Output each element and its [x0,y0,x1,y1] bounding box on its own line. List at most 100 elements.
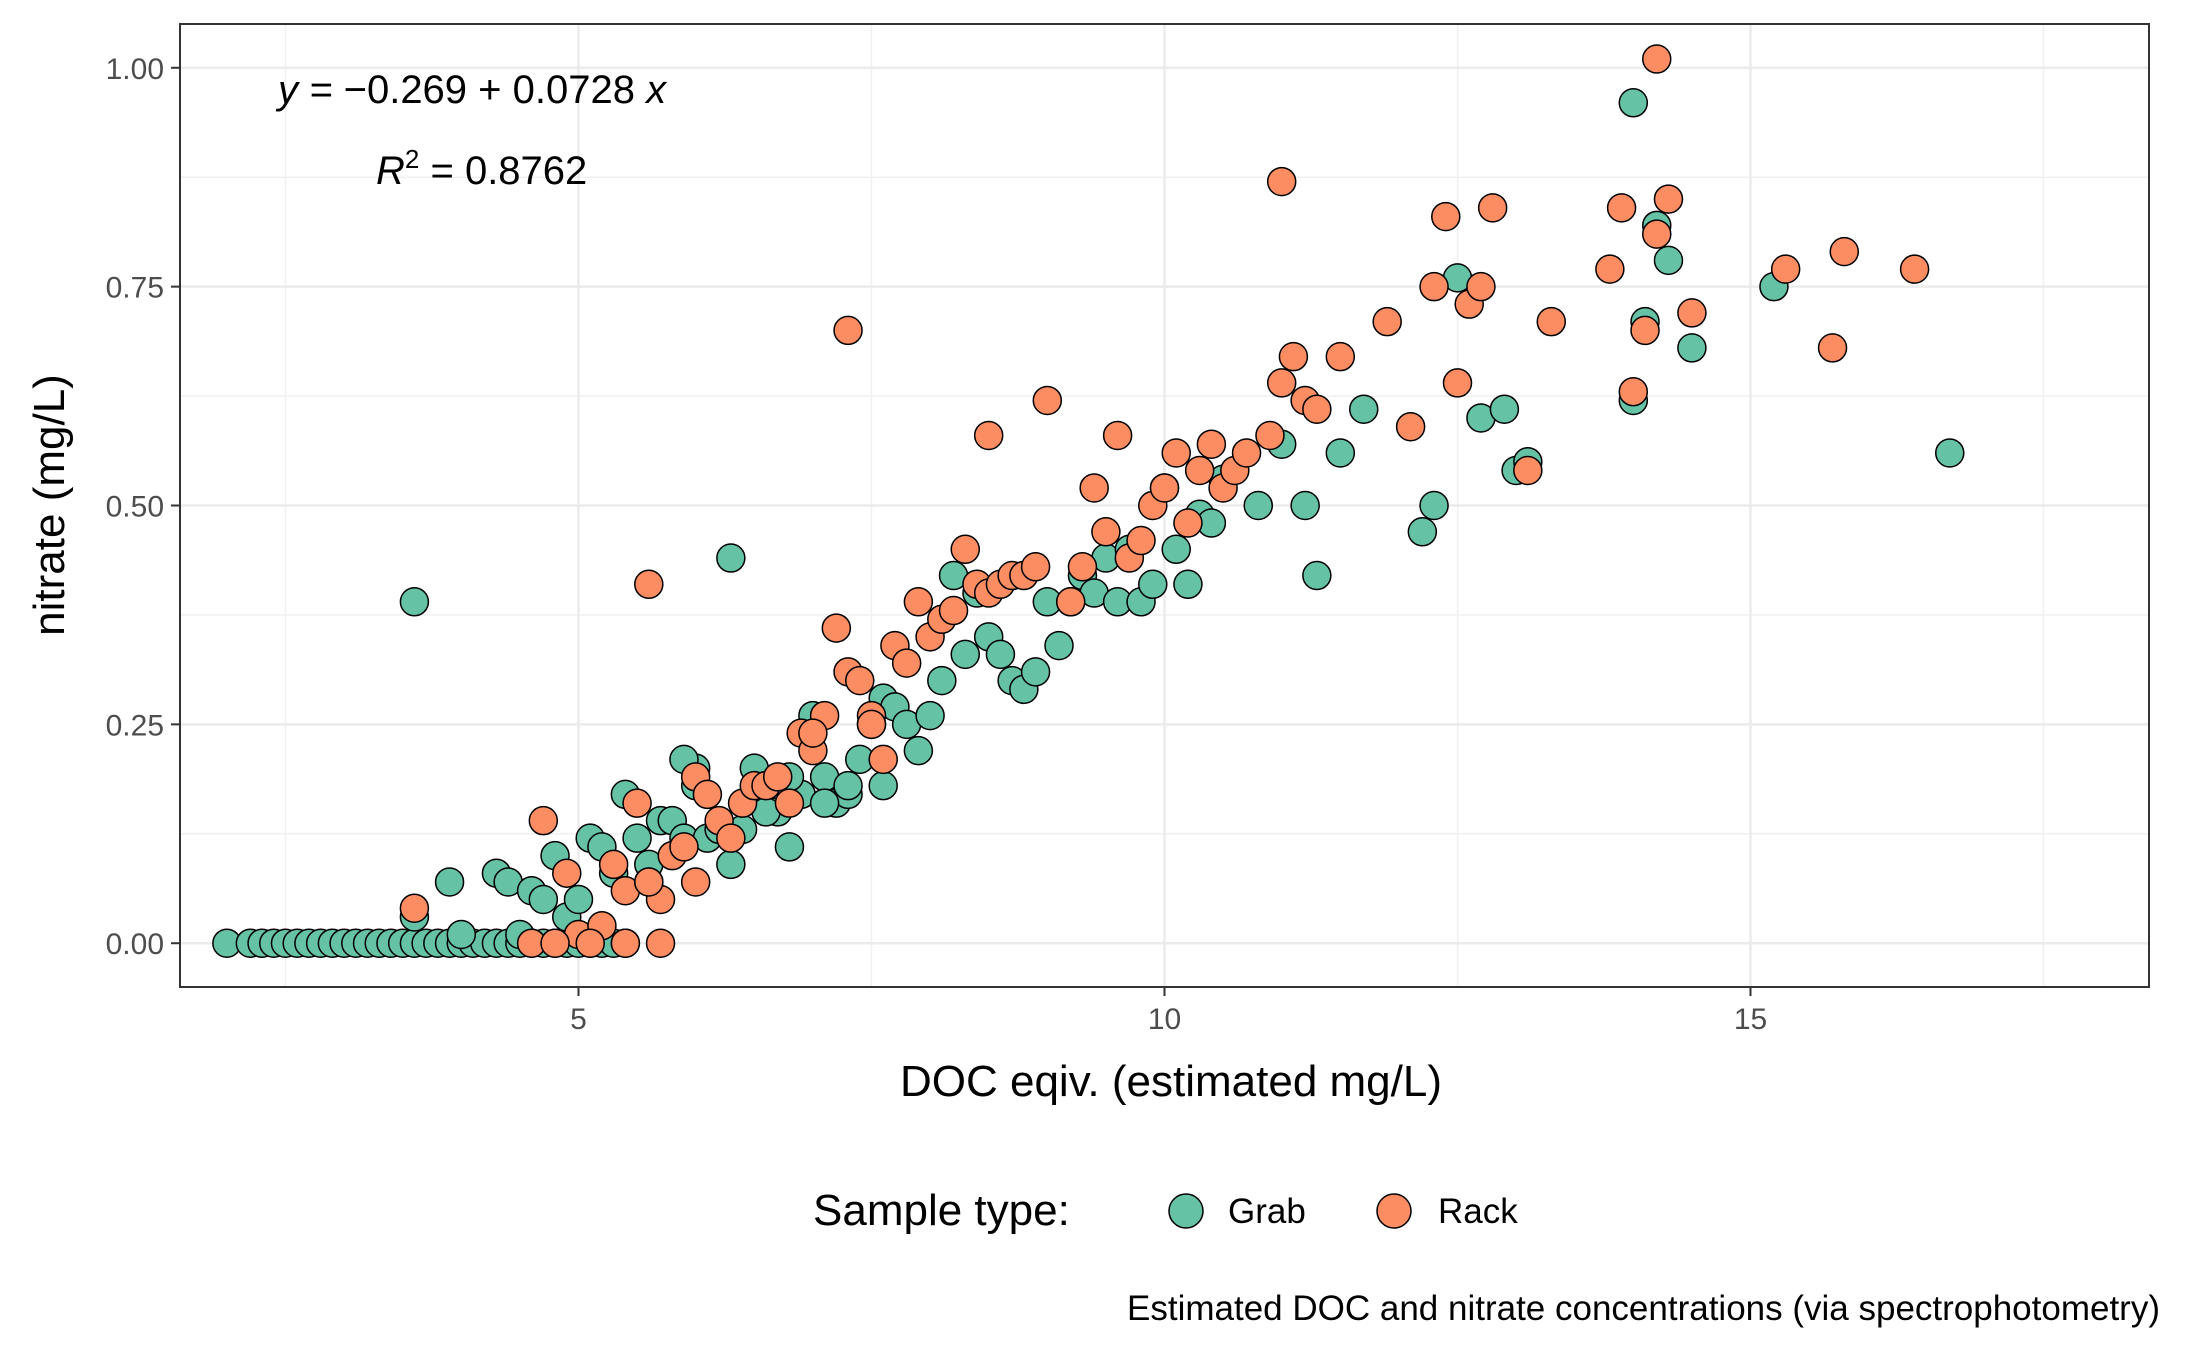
data-point-grab [1653,245,1684,276]
data-point-rack [1020,552,1051,582]
y-tick-label: 0.50 [106,491,164,524]
equation-slope: 0.0728 [513,68,635,112]
data-point-rack [1055,587,1086,617]
data-point-rack [634,867,664,897]
data-point-grab [446,919,477,950]
legend-label-rack: Rack [1438,1192,1518,1231]
data-point-grab [903,735,934,766]
data-point-rack [1442,368,1473,398]
data-point-rack [622,788,652,818]
data-point-rack [762,762,793,792]
data-point-grab [1618,88,1649,118]
data-point-rack [1677,298,1707,328]
data-point-rack [1278,341,1309,372]
data-point-rack [868,744,898,775]
data-point-rack [645,928,676,958]
data-point-grab [809,788,840,818]
data-point-grab [1173,569,1203,600]
data-point-rack [1606,193,1637,223]
data-point-rack [821,613,852,643]
data-point-rack [973,420,1004,451]
data-point-grab [1677,333,1707,363]
data-point-rack [1255,420,1285,451]
x-axis-title: DOC eqiv. (estimated mg/L) [900,1057,1442,1106]
x-tick-label: 5 [570,1003,587,1036]
data-point-grab [399,587,430,617]
data-point-rack [1770,254,1801,284]
data-point-grab [1419,490,1449,521]
data-point-rack [1595,254,1625,284]
data-point-rack [716,823,746,853]
data-point-rack [1899,254,1930,284]
legend-key-rack [1376,1193,1412,1229]
data-point-rack [528,805,559,836]
axis-ticks: 5 10 15 0.00 0.25 0.50 0.75 1.00 [106,53,1768,1036]
series-rack [399,44,1930,958]
equation-prefix: y = [275,68,344,112]
data-point-grab [1407,517,1438,547]
y-tick-label: 0.75 [106,272,164,305]
data-point-rack [1079,473,1109,503]
data-point-rack [1817,333,1848,363]
data-point-rack [1196,429,1227,459]
data-point-rack [1477,193,1508,223]
equation-intercept: −0.269 [344,68,467,112]
data-point-grab [950,639,981,670]
data-point-rack [1032,385,1063,416]
y-tick-label: 0.00 [106,928,164,961]
data-point-grab [915,700,945,731]
data-point-grab [1489,394,1520,424]
r-squared-annotation: R2 = 0.8762 [376,144,587,193]
y-axis-title: nitrate (mg/L) [25,374,74,636]
data-point-grab [1020,657,1051,687]
data-point-rack [1231,438,1262,468]
data-point-rack [1091,517,1121,547]
equation-variable: x [635,68,668,112]
data-point-rack [610,928,641,958]
data-point-grab [1348,394,1379,424]
data-point-rack [1184,455,1215,486]
data-point-rack [692,779,723,810]
data-point-rack [798,718,828,748]
r2-symbol: R [376,149,405,193]
data-point-grab [774,832,805,862]
data-point-rack [1536,306,1567,337]
data-point-rack [1149,473,1180,503]
data-point-rack [950,534,981,565]
legend-label-grab: Grab [1228,1192,1306,1231]
data-point-rack [1161,438,1191,468]
data-point-grab [868,770,898,801]
data-point-grab [985,639,1016,670]
data-point-grab [716,543,746,573]
data-point-grab [833,770,863,801]
data-point-rack [669,832,699,862]
y-tick-label: 1.00 [106,53,164,86]
data-point-rack [1642,219,1672,249]
data-point-rack [1395,411,1426,442]
data-point-grab [528,884,559,915]
regression-equation: y = −0.269 + 0.0728 x [275,68,668,112]
data-point-rack [1642,44,1672,74]
data-point-rack [598,849,629,880]
data-point-rack [1067,552,1098,582]
y-tick-label: 0.25 [106,709,164,742]
data-point-grab [716,849,746,880]
x-tick-label: 10 [1148,1003,1181,1036]
data-point-grab [563,884,594,915]
data-point-grab [1325,438,1356,468]
data-point-grab [1243,490,1274,521]
data-point-grab [1138,569,1168,600]
chart-caption: Estimated DOC and nitrate concentrations… [1127,1289,2160,1328]
x-tick-label: 15 [1734,1003,1767,1036]
data-point-grab [1302,560,1332,591]
data-point-rack [1653,184,1684,214]
data-point-rack [1266,166,1297,197]
data-point-rack [1431,201,1461,232]
data-point-rack [856,709,887,740]
data-point-rack [1173,508,1203,538]
data-point-rack [1266,368,1297,398]
data-point-rack [399,893,430,923]
data-point-rack [1419,271,1449,302]
data-point-rack [774,788,805,818]
